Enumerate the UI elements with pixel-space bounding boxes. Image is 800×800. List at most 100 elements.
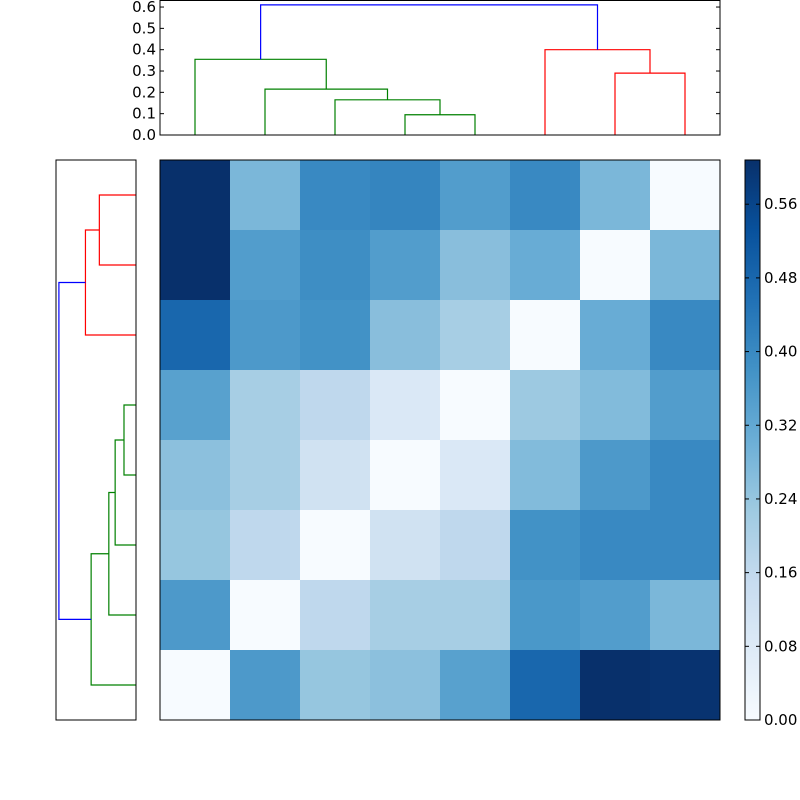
heatmap-cell (510, 510, 581, 581)
heatmap-cell (300, 370, 371, 441)
heatmap-cell (440, 510, 511, 581)
heatmap-cell (300, 650, 371, 721)
colorbar-tick-label: 0.16 (764, 564, 797, 582)
heatmap (159, 159, 721, 721)
heatmap-cell (650, 650, 721, 721)
heatmap-cell (160, 650, 231, 721)
top-dendrogram-frame (159, 0, 721, 136)
heatmap-cell (440, 650, 511, 721)
heatmap-cell (650, 440, 721, 511)
heatmap-cell (580, 160, 651, 231)
y-tick-label: 0.1 (132, 105, 156, 123)
heatmap-cell (510, 230, 581, 301)
left-dendrogram-frame (55, 159, 137, 721)
heatmap-cell (370, 300, 441, 371)
y-tick-label: 0.3 (132, 62, 156, 80)
heatmap-cell (230, 370, 301, 441)
y-tick-label: 0.5 (132, 19, 156, 37)
heatmap-cell (370, 580, 441, 651)
heatmap-cell (580, 580, 651, 651)
heatmap-cell (650, 370, 721, 441)
dendrogram-link (614, 72, 686, 135)
colorbar-tick-label: 0.48 (764, 269, 797, 287)
heatmap-cell (160, 300, 231, 371)
heatmap-cell (510, 370, 581, 441)
dendrogram-link (544, 49, 651, 135)
dendrogram-link (114, 439, 136, 546)
heatmap-frame (159, 159, 721, 721)
heatmap-cell (160, 580, 231, 651)
heatmap-cell (370, 370, 441, 441)
colorbar-tick-label: 0.08 (764, 637, 797, 655)
heatmap-cell (440, 160, 511, 231)
heatmap-cell (300, 580, 371, 651)
y-tick-label: 0.0 (132, 126, 156, 144)
top-dendrogram: 0.0 0.1 0.2 0.3 0.4 0.5 0.6 (132, 0, 721, 144)
heatmap-cell (510, 580, 581, 651)
y-tick-label: 0.4 (132, 41, 156, 59)
heatmap-cell (160, 230, 231, 301)
heatmap-cell (650, 160, 721, 231)
heatmap-cell (580, 230, 651, 301)
heatmap-cell (370, 650, 441, 721)
dendrogram-link (194, 58, 327, 135)
heatmap-cell (440, 230, 511, 301)
y-tick-label: 0.2 (132, 83, 156, 101)
heatmap-cell (160, 510, 231, 581)
dendrogram-link (84, 229, 136, 336)
dendrogram-link (98, 194, 136, 266)
heatmap-cell (440, 300, 511, 371)
heatmap-cell (370, 230, 441, 301)
heatmap-cell (230, 160, 301, 231)
heatmap-cell (370, 160, 441, 231)
colorbar-tick-label: 0.24 (764, 490, 797, 508)
colorbar-tick-label: 0.00 (764, 711, 797, 729)
heatmap-cell (230, 230, 301, 301)
heatmap-cell (370, 440, 441, 511)
heatmap-cell (650, 510, 721, 581)
colorbar-tick-label: 0.32 (764, 416, 797, 434)
heatmap-cell (230, 580, 301, 651)
dendrogram-link (404, 114, 476, 135)
heatmap-cell (370, 510, 441, 581)
dendrogram-link (58, 281, 92, 620)
heatmap-cell (230, 650, 301, 721)
heatmap-cell (650, 580, 721, 651)
heatmap-cell (230, 440, 301, 511)
heatmap-cell (510, 300, 581, 371)
heatmap-cell (300, 230, 371, 301)
heatmap-cell (440, 440, 511, 511)
heatmap-cell (440, 370, 511, 441)
heatmap-cell (300, 510, 371, 581)
dendrogram-link (90, 553, 136, 686)
heatmap-cell (510, 440, 581, 511)
heatmap-cell (650, 300, 721, 371)
dendrogram-link (108, 491, 136, 616)
heatmap-cell (160, 440, 231, 511)
heatmap-cell (580, 510, 651, 581)
dendrogram-link (264, 88, 389, 135)
left-dendrogram (55, 159, 137, 721)
heatmap-cell (510, 650, 581, 721)
heatmap-cell (580, 300, 651, 371)
colorbar-tick-label: 0.56 (764, 195, 797, 213)
heatmap-cell (580, 370, 651, 441)
dendrogram-link (260, 4, 599, 60)
heatmap-cell (650, 230, 721, 301)
heatmap-cell (580, 440, 651, 511)
heatmap-cell (440, 580, 511, 651)
heatmap-cell (230, 510, 301, 581)
heatmap-cell (300, 160, 371, 231)
heatmap-cell (510, 160, 581, 231)
heatmap-cell (160, 370, 231, 441)
heatmap-cell (300, 440, 371, 511)
colorbar-tick-label: 0.40 (764, 343, 797, 361)
heatmap-cell (300, 300, 371, 371)
dendrogram-link (123, 404, 136, 476)
y-tick-label: 0.6 (132, 0, 156, 16)
heatmap-cell (160, 160, 231, 231)
colorbar-bar (744, 159, 761, 721)
colorbar: 0.00 0.08 0.16 0.24 0.32 0.40 0.48 0.56 (744, 159, 797, 729)
heatmap-cell (580, 650, 651, 721)
